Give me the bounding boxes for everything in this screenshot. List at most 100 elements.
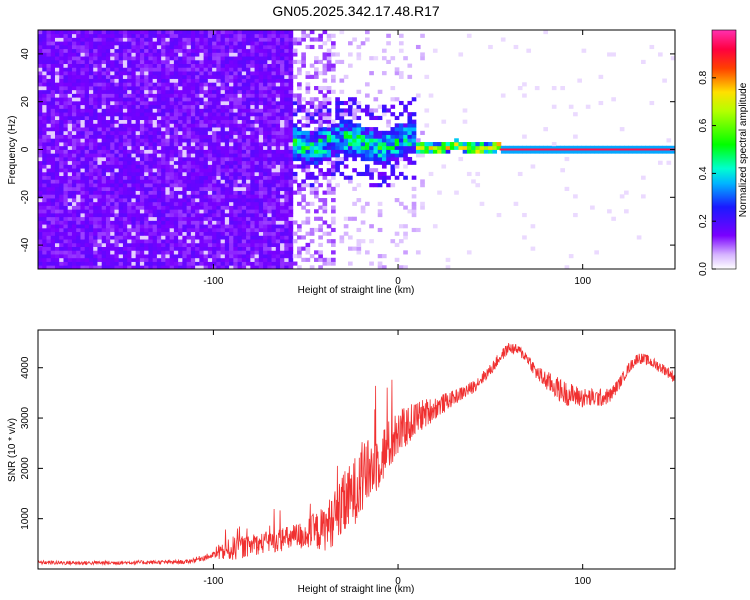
heatmap-cell: [54, 44, 60, 50]
heatmap-cell: [161, 44, 166, 50]
heatmap-cell: [203, 231, 209, 236]
heatmap-cell: [148, 153, 154, 158]
heatmap-cell: [271, 130, 277, 135]
heatmap-cell: [203, 220, 209, 225]
heatmap-cell: [88, 171, 94, 177]
heatmap-cell: [254, 186, 260, 191]
heatmap-cell: [127, 30, 132, 35]
heatmap-cell: [288, 108, 294, 113]
heatmap-cell: [169, 186, 175, 191]
heatmap-cell: [38, 227, 43, 233]
heatmap-cell: [267, 216, 272, 221]
heatmap-cell: [118, 231, 124, 236]
heatmap-cell: [314, 86, 319, 91]
heatmap-cell: [258, 119, 264, 124]
heatmap-cell: [161, 183, 166, 188]
heatmap-cell: [114, 115, 120, 121]
heatmap-cell: [237, 198, 243, 203]
heatmap-cell: [305, 168, 311, 173]
heatmap-cell: [216, 231, 222, 236]
heatmap-cell: [237, 175, 243, 180]
heatmap-cell: [224, 89, 230, 94]
heatmap-cell: [144, 82, 149, 87]
heatmap-cell: [169, 175, 175, 180]
heatmap-cell: [93, 112, 98, 117]
heatmap-cell: [275, 179, 281, 184]
heatmap-cell: [237, 160, 243, 165]
heatmap-cell: [135, 74, 141, 79]
heatmap-cell: [127, 212, 132, 218]
heatmap-cell: [203, 93, 209, 98]
heatmap-cell: [398, 138, 404, 143]
heatmap-cell: [207, 175, 213, 180]
heatmap-cell: [246, 224, 251, 229]
heatmap-cell: [122, 89, 128, 94]
heatmap-cell: [539, 145, 544, 150]
heatmap-cell: [38, 190, 43, 195]
heatmap-cell: [182, 41, 188, 46]
heatmap-cell: [258, 156, 264, 162]
heatmap-cell: [339, 112, 345, 117]
heatmap-cell: [63, 37, 69, 42]
heatmap-cell: [224, 97, 230, 102]
heatmap-cell: [131, 235, 137, 240]
heatmap-cell: [186, 33, 192, 38]
heatmap-cell: [288, 86, 294, 91]
heatmap-cell: [292, 52, 298, 57]
heatmap-cell: [186, 119, 192, 124]
heatmap-cell: [54, 156, 60, 162]
heatmap-cell: [280, 239, 285, 244]
heatmap-cell: [46, 63, 52, 68]
heatmap-cell: [229, 160, 234, 165]
heatmap-cell: [152, 100, 158, 106]
heatmap-cell: [59, 257, 64, 262]
heatmap-cell: [144, 130, 149, 135]
heatmap-cell: [144, 149, 149, 154]
heatmap-cell: [568, 104, 574, 109]
heatmap-cell: [381, 254, 387, 259]
heatmap-cell: [139, 209, 145, 214]
heatmap-cell: [67, 86, 73, 91]
heatmap-cell: [207, 52, 213, 57]
heatmap-cell: [250, 108, 255, 113]
heatmap-cell: [267, 78, 272, 83]
heatmap-cell: [195, 250, 200, 255]
heatmap-cell: [216, 265, 222, 269]
heatmap-cell: [246, 52, 251, 57]
heatmap-cell: [352, 138, 357, 143]
heatmap-cell: [229, 142, 234, 147]
heatmap-cell: [335, 145, 340, 150]
heatmap-cell: [267, 205, 272, 210]
heatmap-cell: [54, 30, 60, 35]
heatmap-cell: [318, 265, 323, 269]
heatmap-cell: [46, 44, 52, 50]
heatmap-cell: [105, 37, 111, 42]
heatmap-cell: [97, 186, 103, 191]
heatmap-cell: [118, 33, 124, 38]
heatmap-cell: [152, 209, 158, 214]
heatmap-cell: [280, 261, 285, 266]
heatmap-cell: [88, 265, 94, 269]
heatmap-cell: [63, 194, 69, 199]
heatmap-cell: [173, 71, 179, 76]
heatmap-cell: [50, 48, 56, 53]
heatmap-cell: [284, 74, 289, 79]
heatmap-cell: [394, 149, 400, 154]
heatmap-cell: [607, 149, 612, 154]
heatmap-cell: [169, 201, 175, 206]
heatmap-cell: [190, 235, 196, 240]
heatmap-cell: [50, 261, 56, 266]
heatmap-cell: [178, 209, 183, 214]
heatmap-cell: [80, 198, 86, 203]
heatmap-cell: [267, 201, 272, 206]
heatmap-cell: [250, 216, 255, 221]
heatmap-cell: [280, 142, 285, 147]
heatmap-cell: [331, 145, 336, 150]
heatmap-cell: [195, 145, 200, 150]
heatmap-cell: [63, 205, 69, 210]
heatmap-cell: [101, 71, 107, 76]
heatmap-cell: [182, 142, 188, 147]
heatmap-cell: [258, 30, 264, 35]
heatmap-cell: [148, 227, 154, 233]
heatmap-cell: [84, 212, 90, 218]
